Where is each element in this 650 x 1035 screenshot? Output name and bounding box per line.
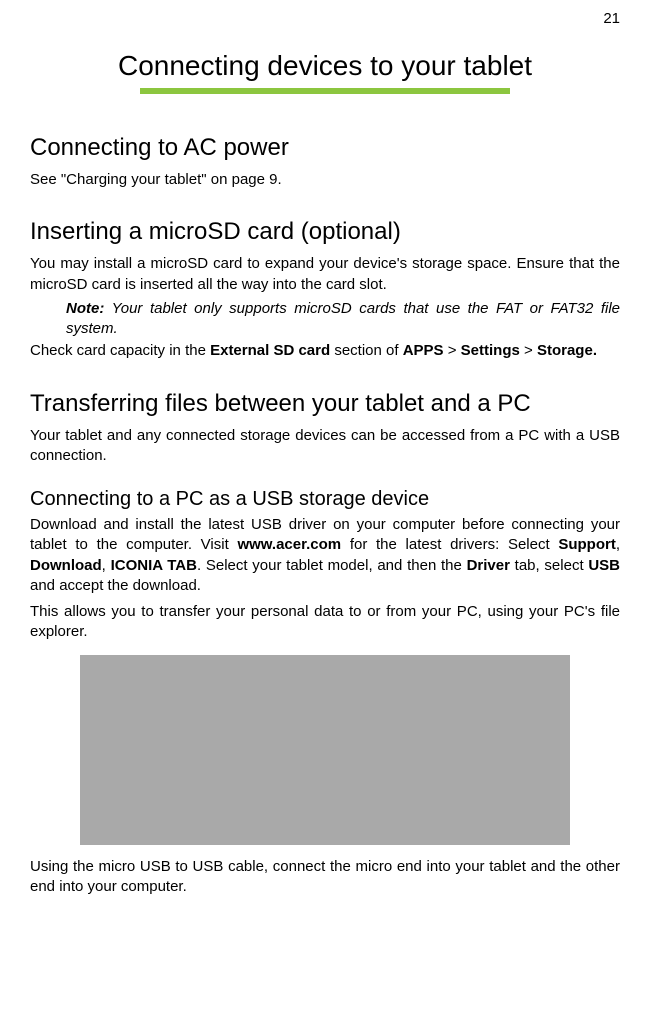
para-usb-2: This allows you to transfer your persona… — [30, 602, 620, 643]
document-title: Connecting devices to your tablet — [30, 50, 620, 82]
bold-text: www.acer.com — [237, 536, 341, 553]
para-usb-1: Download and install the latest USB driv… — [30, 515, 620, 596]
para-transfer-1: Your tablet and any connected storage de… — [30, 426, 620, 467]
text-fragment: Check card capacity in the — [30, 342, 210, 359]
image-placeholder — [80, 655, 570, 845]
heading-usb-storage: Connecting to a PC as a USB storage devi… — [30, 488, 620, 511]
bold-text: Storage. — [537, 342, 597, 359]
bold-text: Download — [30, 557, 102, 574]
bold-text: Support — [558, 536, 616, 553]
page-number: 21 — [603, 10, 620, 27]
bold-text: USB — [588, 557, 620, 574]
title-underline — [140, 88, 510, 94]
text-fragment: and accept the download. — [30, 577, 201, 594]
para-usb-3: Using the micro USB to USB cable, connec… — [30, 857, 620, 898]
text-fragment: > — [444, 342, 461, 359]
note-text: Your tablet only supports microSD cards … — [66, 300, 620, 337]
bold-text: APPS — [403, 342, 444, 359]
bold-text: Driver — [467, 557, 510, 574]
text-fragment: tab, select — [510, 557, 588, 574]
bold-text: External SD card — [210, 342, 330, 359]
note-microsd: Note: Your tablet only supports microSD … — [30, 299, 620, 340]
text-fragment: section of — [330, 342, 403, 359]
note-label: Note: — [66, 300, 104, 317]
para-ac-power: See "Charging your tablet" on page 9. — [30, 170, 620, 190]
text-fragment: for the latest drivers: Select — [341, 536, 558, 553]
text-fragment: , — [616, 536, 620, 553]
text-fragment: . Select your tablet model, and then the — [197, 557, 467, 574]
heading-microsd: Inserting a microSD card (optional) — [30, 218, 620, 246]
heading-transfer: Transferring files between your tablet a… — [30, 390, 620, 418]
bold-text: Settings — [461, 342, 520, 359]
heading-ac-power: Connecting to AC power — [30, 134, 620, 162]
bold-text: ICONIA TAB — [111, 557, 197, 574]
text-fragment: , — [102, 557, 111, 574]
para-microsd-1: You may install a microSD card to expand… — [30, 254, 620, 295]
text-fragment: > — [520, 342, 537, 359]
para-microsd-2: Check card capacity in the External SD c… — [30, 341, 620, 361]
